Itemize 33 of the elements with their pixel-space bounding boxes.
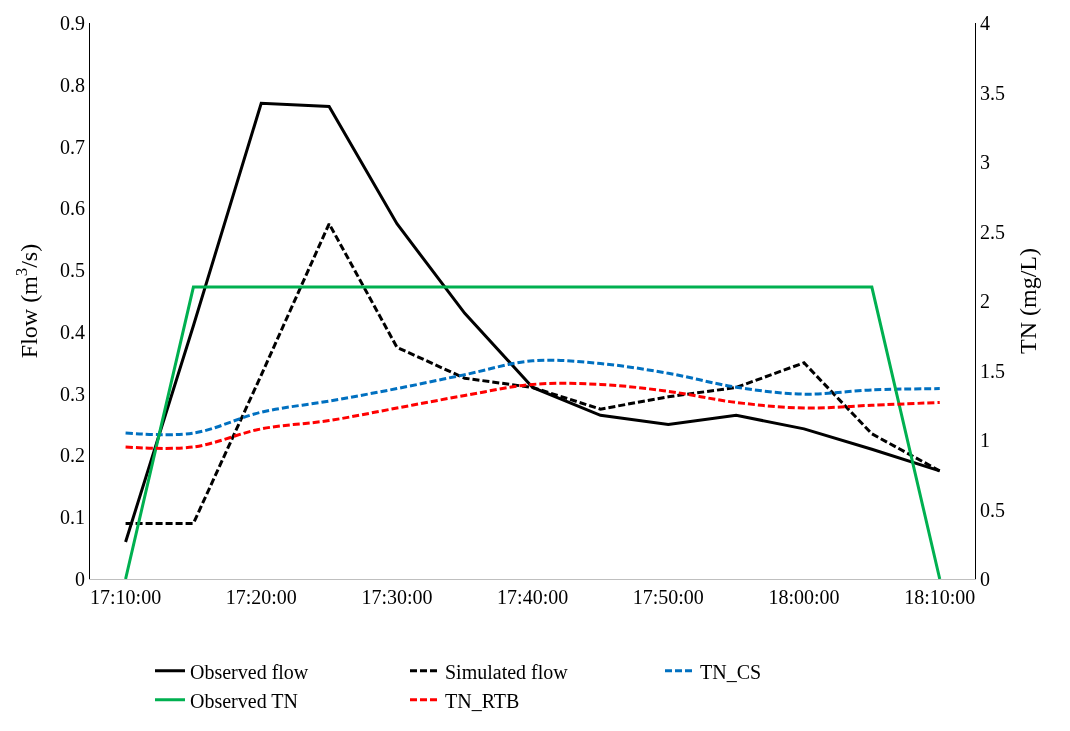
x-tick-label: 17:40:00 — [497, 586, 569, 608]
x-tick-label: 17:10:00 — [90, 586, 162, 608]
x-tick-label: 17:50:00 — [632, 586, 704, 608]
y-tick-label: 0 — [75, 568, 85, 590]
y-tick-label: 0.2 — [60, 444, 85, 467]
y2-tick-label: 2.5 — [980, 220, 1005, 243]
y2-axis-title: TN (mg/L) — [1015, 248, 1042, 354]
y2-tick-label: 1 — [980, 429, 990, 451]
line-series — [124, 381, 942, 450]
y-tick-label: 0.4 — [60, 320, 85, 343]
y2-tick-label: 0.5 — [980, 498, 1005, 521]
legend-label: Observed TN — [190, 689, 298, 712]
legend-label: Observed flow — [190, 660, 309, 683]
y-tick-label: 0.5 — [60, 259, 85, 282]
legend-label: TN_RTB — [445, 689, 520, 712]
y-tick-label: 0.9 — [60, 12, 85, 34]
x-tick-label: 18:00:00 — [768, 586, 840, 608]
x-tick-label: 17:20:00 — [225, 586, 297, 608]
legend-label: Simulated flow — [445, 660, 569, 683]
y2-tick-label: 2 — [980, 290, 990, 312]
y2-tick-label: 1.5 — [980, 359, 1005, 382]
legend-label: TN_CS — [700, 660, 762, 683]
y2-tick-label: 3 — [980, 151, 990, 173]
y2-tick-label: 3.5 — [980, 81, 1005, 104]
x-tick-label: 18:10:00 — [904, 586, 976, 608]
y2-tick-label: 0 — [980, 568, 990, 590]
x-tick-label: 17:30:00 — [361, 586, 433, 608]
y-tick-label: 0.3 — [60, 382, 85, 405]
y-tick-label: 0.8 — [60, 73, 85, 96]
y-tick-label: 0.1 — [60, 506, 85, 529]
y-tick-label: 0.6 — [60, 197, 85, 220]
y2-tick-label: 4 — [980, 12, 990, 34]
y-tick-label: 0.7 — [60, 135, 85, 158]
